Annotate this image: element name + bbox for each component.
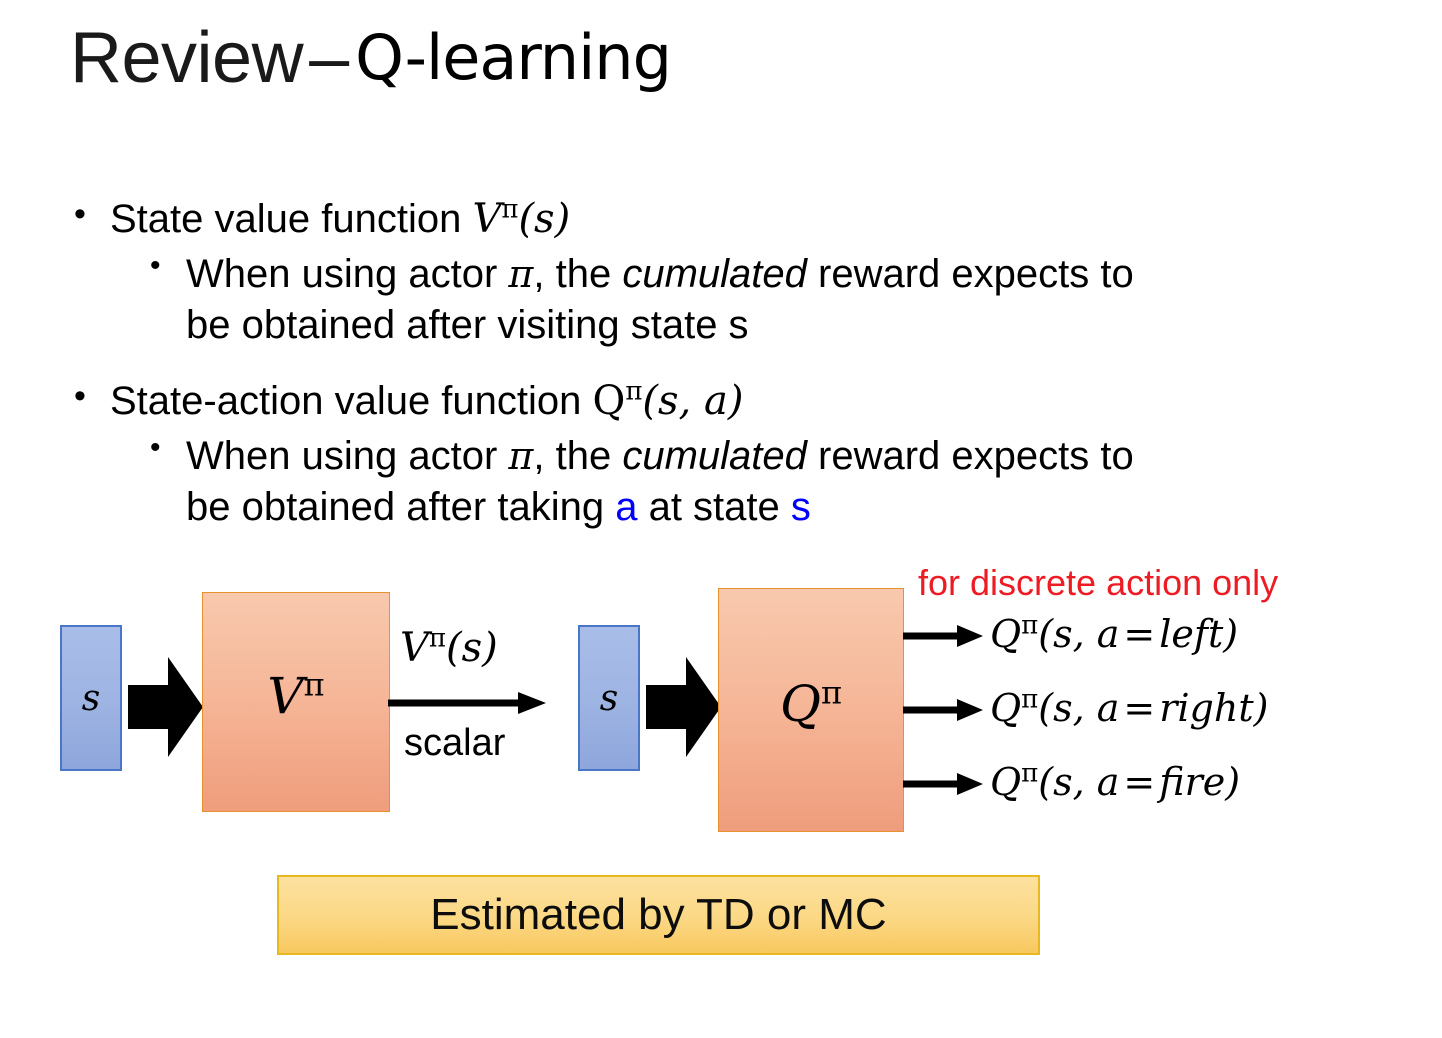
title-main-text: Review: [70, 18, 304, 98]
v-output-superscript-pi: π: [428, 623, 446, 654]
page-title: Review–Q-learning: [70, 21, 672, 94]
q-output-fire-superscript-pi: π: [1021, 758, 1039, 789]
v-function-box: Vπ: [202, 592, 390, 812]
estimated-by-banner: Estimated by TD or MC: [277, 875, 1040, 955]
bullet-state-value-function: State value function Vπ(s): [66, 194, 1316, 243]
q-output-right-args-after: ): [1253, 686, 1269, 730]
sub-bullet-line-2-part-a: be obtained after taking: [186, 484, 616, 529]
q-output-left-args-before: (s, a: [1038, 612, 1120, 656]
q-output-arrow-icon-fire: [903, 773, 983, 795]
q-output-fire-action: fire: [1159, 760, 1226, 804]
math-v-superscript-pi: π: [501, 194, 519, 225]
sub-bullet-part-c: reward expects to: [806, 433, 1134, 478]
v-branch-state-label: s: [81, 677, 101, 719]
q-output-left: Qπ(s, a = left): [990, 612, 1238, 656]
v-output-kind-label: scalar: [404, 722, 506, 764]
sub-bullet-part-b: , the: [533, 252, 623, 297]
bullet-text: State value function: [110, 197, 473, 241]
q-function-box: Qπ: [718, 588, 904, 832]
q-function-superscript-pi: π: [820, 673, 843, 712]
q-output-fire-base: Q: [990, 760, 1022, 804]
q-output-fire-args-after: ): [1225, 760, 1241, 804]
q-output-fire-args-before: (s, a: [1038, 760, 1120, 804]
q-branch-state-input-box: s: [578, 625, 640, 771]
sub-bullet-emphasis-cumulated: cumulated: [622, 433, 807, 478]
math-v: V: [472, 196, 502, 242]
q-output-arrow-icon-right: [903, 699, 983, 721]
sub-bullet-part-a: When using actor: [186, 252, 509, 297]
q-output-right-action: right: [1159, 686, 1254, 730]
bullet-text: State-action value function: [110, 378, 593, 423]
pi-symbol: π: [508, 252, 534, 297]
v-function-label: Vπ: [267, 665, 325, 725]
highlight-state-s: s: [790, 484, 811, 529]
bullet-state-action-value-function: State-action value function Qπ(s, a): [66, 376, 1316, 425]
estimated-by-label: Estimated by TD or MC: [430, 890, 887, 939]
v-function-superscript-pi: π: [303, 665, 325, 704]
v-output-base: V: [400, 625, 429, 671]
q-output-left-operator: =: [1123, 612, 1156, 656]
sub-bullet-part-b: , the: [533, 433, 623, 478]
discrete-action-note: for discrete action only: [918, 562, 1279, 603]
title-dash: –: [309, 18, 350, 98]
v-branch-state-input-box: s: [60, 625, 122, 771]
sub-bullet-part-a: When using actor: [186, 433, 509, 478]
q-output-fire: Qπ(s, a = fire): [990, 760, 1240, 804]
highlight-action-a: a: [615, 484, 638, 529]
q-output-left-superscript-pi: π: [1021, 610, 1039, 641]
math-q-superscript-pi: π: [625, 376, 643, 407]
q-output-left-action: left: [1159, 612, 1224, 656]
v-output-label: Vπ(s): [400, 625, 498, 671]
math-v-args: (s): [518, 196, 571, 242]
v-output-arrow-icon: [388, 692, 546, 714]
sub-bullet-emphasis-cumulated: cumulated: [622, 252, 807, 297]
q-output-right-superscript-pi: π: [1021, 684, 1039, 715]
sub-bullet-v-explanation: When using actor π, the cumulated reward…: [66, 247, 1316, 351]
q-output-left-base: Q: [990, 612, 1022, 656]
q-output-arrow-icon-left: [903, 625, 983, 647]
q-output-left-args-after: ): [1223, 612, 1239, 656]
pi-symbol: π: [508, 433, 534, 478]
sub-bullet-part-c: reward expects to: [806, 252, 1134, 297]
q-output-right-operator: =: [1123, 686, 1156, 730]
q-output-right: Qπ(s, a = right): [990, 686, 1268, 730]
sub-bullet-q-explanation: When using actor π, the cumulated reward…: [66, 429, 1316, 533]
q-branch-state-label: s: [599, 677, 619, 719]
math-q: Q: [592, 377, 626, 424]
v-output-args: (s): [445, 625, 498, 671]
sub-bullet-line-2-part-b: at state: [637, 484, 791, 529]
q-output-right-base: Q: [990, 686, 1022, 730]
q-branch-block-arrow-icon: [646, 657, 721, 757]
math-q-args: (s, a): [642, 377, 744, 424]
bullet-list: State value function Vπ(s) When using ac…: [66, 194, 1316, 533]
v-branch-block-arrow-icon: [128, 657, 203, 757]
sub-bullet-line-2: be obtained after visiting state s: [186, 303, 749, 348]
q-function-label: Qπ: [779, 673, 843, 733]
title-accent-text: Q-learning: [355, 21, 672, 94]
q-output-right-args-before: (s, a: [1038, 686, 1120, 730]
q-output-fire-operator: =: [1123, 760, 1156, 804]
